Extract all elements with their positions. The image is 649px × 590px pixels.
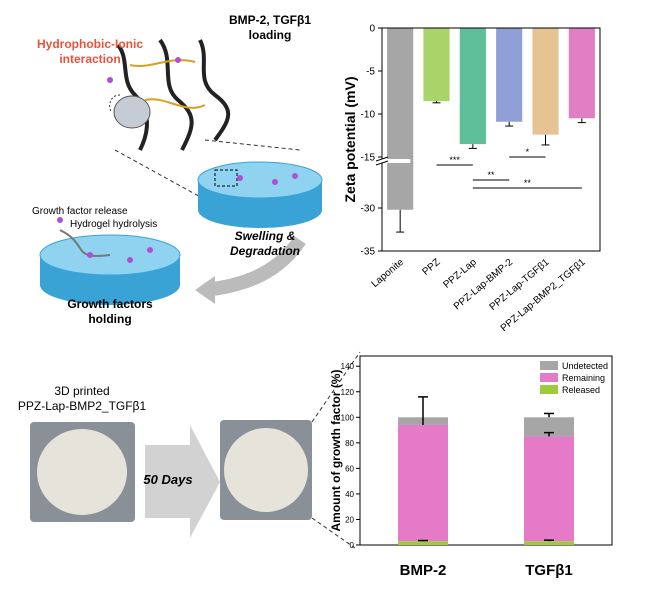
zoom-line — [311, 351, 361, 549]
y-tick-label: -5 — [366, 67, 375, 78]
y-axis-title: Amount of growth factor (%) — [329, 370, 343, 532]
interaction-label: Hydrophobic-Ionic interaction — [37, 37, 143, 66]
y-tick-label: 0 — [350, 541, 355, 550]
printed-label: 3D printed PPZ-Lap-BMP2_TGFβ1 — [18, 384, 147, 413]
bar-segment — [398, 424, 448, 542]
legend-swatch — [540, 373, 558, 382]
laponite-particle — [113, 95, 151, 129]
bar — [459, 28, 486, 145]
transition-arrow-head — [195, 276, 215, 304]
hydrolysis-label: Hydrogel hydrolysis — [70, 219, 157, 230]
polymer-chain — [116, 43, 149, 151]
y-tick-label: 120 — [341, 388, 355, 397]
axis-break — [374, 159, 411, 163]
legend-swatch — [540, 385, 558, 394]
growth-factors — [57, 57, 298, 263]
axis-frame — [381, 27, 601, 252]
interaction-line — [109, 94, 121, 113]
label-line: 3D printed — [54, 384, 109, 398]
bar — [532, 28, 559, 135]
legend-label: Undetected — [562, 361, 608, 371]
transition-arrow — [204, 235, 306, 297]
x-tick-label: BMP-2 — [400, 562, 447, 579]
label-line: Swelling & — [235, 229, 296, 243]
y-tick-label: -30 — [361, 204, 376, 215]
label-line: PPZ-Lap-BMP2_TGFβ1 — [18, 399, 147, 413]
label-line: Hydrophobic-Ionic — [37, 37, 143, 51]
legend-swatch — [540, 361, 558, 370]
label-line: holding — [88, 312, 131, 326]
bar-segment — [524, 436, 574, 542]
bar — [387, 28, 414, 210]
loading-label: BMP-2, TGFβ1 loading — [229, 13, 311, 42]
bar — [496, 28, 523, 122]
x-tick-label: TGFβ1 — [525, 562, 573, 579]
legend-label: Released — [562, 385, 600, 395]
label-line: interaction — [59, 52, 120, 66]
y-tick-label: 100 — [341, 413, 355, 422]
label-line: Growth factors — [67, 297, 153, 311]
x-tick-label: PPZ — [420, 257, 442, 278]
bar — [423, 28, 450, 102]
schematic — [39, 38, 323, 305]
polymer-chain — [59, 229, 111, 257]
y-axis-title: Zeta potential (mV) — [342, 76, 358, 202]
swelling-label: Swelling & Degradation — [230, 229, 300, 258]
label-line: Degradation — [230, 244, 300, 258]
label-line: BMP-2, TGFβ1 — [229, 13, 311, 27]
legend-label: Remaining — [562, 373, 605, 383]
significance-label: ** — [524, 178, 532, 188]
bar-segment — [524, 417, 574, 437]
y-tick-label: 0 — [369, 24, 375, 35]
link — [144, 98, 206, 109]
polymer-chain — [198, 39, 231, 142]
link — [129, 59, 196, 67]
y-tick-label: 40 — [345, 490, 354, 499]
y-tick-label: 140 — [341, 362, 355, 371]
bar-segment — [398, 541, 448, 545]
hydrogel-disk-top — [197, 161, 323, 199]
release-label: Growth factor release — [32, 206, 128, 217]
days-label: 50 Days — [143, 472, 192, 487]
time-arrow — [145, 425, 220, 538]
x-tick-label: Laponite — [370, 257, 407, 290]
y-tick-label: -15 — [361, 153, 376, 164]
label-line: loading — [249, 28, 292, 42]
holding-label: Growth factors holding — [67, 297, 153, 326]
y-tick-label: 80 — [345, 439, 354, 448]
y-tick-label: 20 — [345, 515, 354, 524]
zoom-line — [114, 139, 301, 206]
y-tick-label: -35 — [361, 247, 376, 258]
bar-segment — [524, 541, 574, 545]
significance-label: * — [526, 147, 530, 157]
axis-frame — [359, 355, 613, 546]
bar — [568, 28, 595, 119]
hydrogel-photo — [224, 428, 308, 512]
y-tick-label: -10 — [361, 110, 376, 121]
polymer-chain — [158, 38, 194, 151]
significance-label: ** — [487, 170, 495, 180]
hydrogel-photo — [37, 429, 127, 515]
significance-label: *** — [449, 155, 460, 165]
y-tick-label: 60 — [345, 464, 354, 473]
